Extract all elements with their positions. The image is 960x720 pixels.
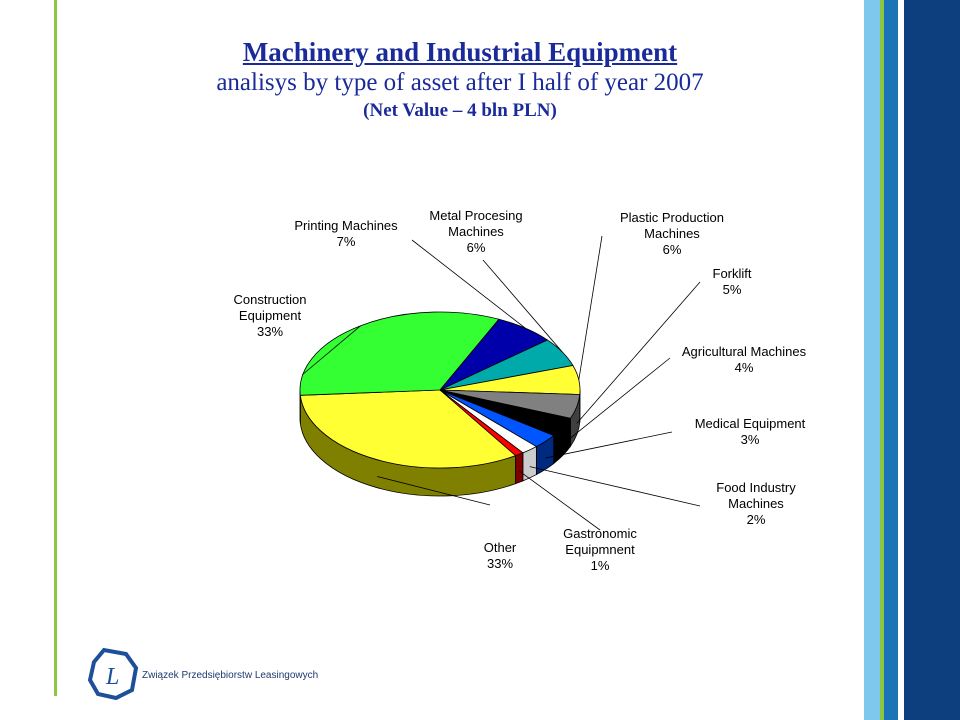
- slice-label-line-gastronomic-equipmnent: Gastronomic: [563, 526, 637, 541]
- slice-label-gastronomic-equipmnent: Gastronomic Equipmnent 1%: [563, 526, 637, 573]
- logo-letter: L: [105, 664, 119, 690]
- slice-pct-gastronomic-equipmnent: 1%: [591, 558, 610, 573]
- page-title: Machinery and Industrial Equipment: [242, 37, 678, 67]
- leader-line-agricultural-machines: [562, 357, 671, 445]
- slice-label-line-printing-machines: Printing Machines: [294, 218, 398, 233]
- title-block: Machinery and Industrial Equipment anali…: [70, 36, 850, 124]
- pie-slice-gastronomic-equipmnent: [439, 389, 524, 457]
- slice-label-line-construction-equipment: Construction: [234, 292, 307, 307]
- slice-pct-metal-procesing-machines: 6%: [467, 240, 486, 255]
- leader-lines: [301, 235, 701, 531]
- stripe-blue: [884, 0, 898, 720]
- leader-line-printing-machines: [411, 239, 526, 329]
- slice-label-agricultural-machines: Agricultural Machines 4%: [682, 344, 807, 375]
- slice-label-line-plastic-production-machines: Plastic Production: [620, 210, 724, 225]
- slice-label-line-construction-equipment: Equipment: [239, 308, 302, 323]
- leader-line-construction-equipment: [301, 325, 361, 376]
- slice-pct-medical-equipment: 3%: [741, 432, 760, 447]
- leader-line-forklift: [576, 281, 701, 424]
- slice-pct-agricultural-machines: 4%: [735, 360, 754, 375]
- page-subtitle: analisys by type of asset after I half o…: [216, 69, 704, 96]
- page-note: (Net Value – 4 bln PLN): [363, 100, 557, 121]
- slice-label-line-metal-procesing-machines: Metal Procesing: [429, 208, 522, 223]
- slice-label-line-plastic-production-machines: Machines: [644, 226, 700, 241]
- pie-slice-other: [299, 389, 517, 469]
- slice-pct-construction-equipment: 33%: [257, 324, 283, 339]
- pie-sides: [299, 389, 581, 497]
- leader-line-gastronomic-equipmnent: [519, 470, 601, 531]
- slice-label-construction-equipment: Construction Equipment 33%: [234, 292, 307, 339]
- slice-pct-printing-machines: 7%: [337, 234, 356, 249]
- slice-label-printing-machines: Printing Machines 7%: [294, 218, 398, 249]
- pie-slice-construction-equipment: [299, 311, 500, 396]
- slice-label-food-industry-machines: Food Industry Machines 2%: [716, 480, 796, 527]
- slice-label-line-agricultural-machines: Agricultural Machines: [682, 344, 807, 359]
- slice-label-line-metal-procesing-machines: Machines: [448, 224, 504, 239]
- stripe-navy: [904, 0, 960, 720]
- leader-line-food-industry-machines: [529, 466, 701, 507]
- right-stripes: [864, 0, 960, 720]
- slice-label-plastic-production-machines: Plastic Production Machines 6%: [620, 210, 724, 257]
- slice-label-line-food-industry-machines: Machines: [728, 496, 784, 511]
- slice-label-line-other: Other: [484, 540, 517, 555]
- leader-line-medical-equipment: [545, 431, 673, 459]
- slice-label-line-medical-equipment: Medical Equipment: [695, 416, 806, 431]
- slice-pct-forklift: 5%: [723, 282, 742, 297]
- slice-pct-food-industry-machines: 2%: [747, 512, 766, 527]
- slice-label-line-forklift: Forklift: [713, 266, 752, 281]
- stripe-light-blue: [864, 0, 880, 720]
- leader-line-other: [377, 476, 491, 506]
- logo-text: Związek Przedsiębiorstw Leasingowych: [142, 670, 319, 681]
- slice-label-line-food-industry-machines: Food Industry: [716, 480, 796, 495]
- slice-label-other: Other 33%: [484, 540, 517, 571]
- leader-line-metal-procesing-machines: [482, 259, 563, 353]
- stripe-green: [880, 0, 884, 720]
- slice-label-forklift: Forklift 5%: [713, 266, 752, 297]
- slice-label-line-gastronomic-equipmnent: Equipmnent: [565, 542, 635, 557]
- pie-side-gastronomic-equipmnent: [515, 452, 524, 485]
- leader-line-plastic-production-machines: [578, 235, 603, 380]
- pie-tops: [299, 311, 581, 469]
- stripe-white: [898, 0, 904, 720]
- slice-pct-plastic-production-machines: 6%: [663, 242, 682, 257]
- logo-mark-icon: L: [87, 647, 139, 701]
- slice-label-metal-procesing-machines: Metal Procesing Machines 6%: [429, 208, 522, 255]
- slice-label-medical-equipment: Medical Equipment 3%: [695, 416, 806, 447]
- pie-chart: Other 33%Construction Equipment 33%Printing…: [234, 208, 807, 573]
- slice-pct-other: 33%: [487, 556, 513, 571]
- slice-labels: Other 33%Construction Equipment 33%Printing…: [234, 208, 807, 573]
- left-accent-rule: [54, 0, 57, 696]
